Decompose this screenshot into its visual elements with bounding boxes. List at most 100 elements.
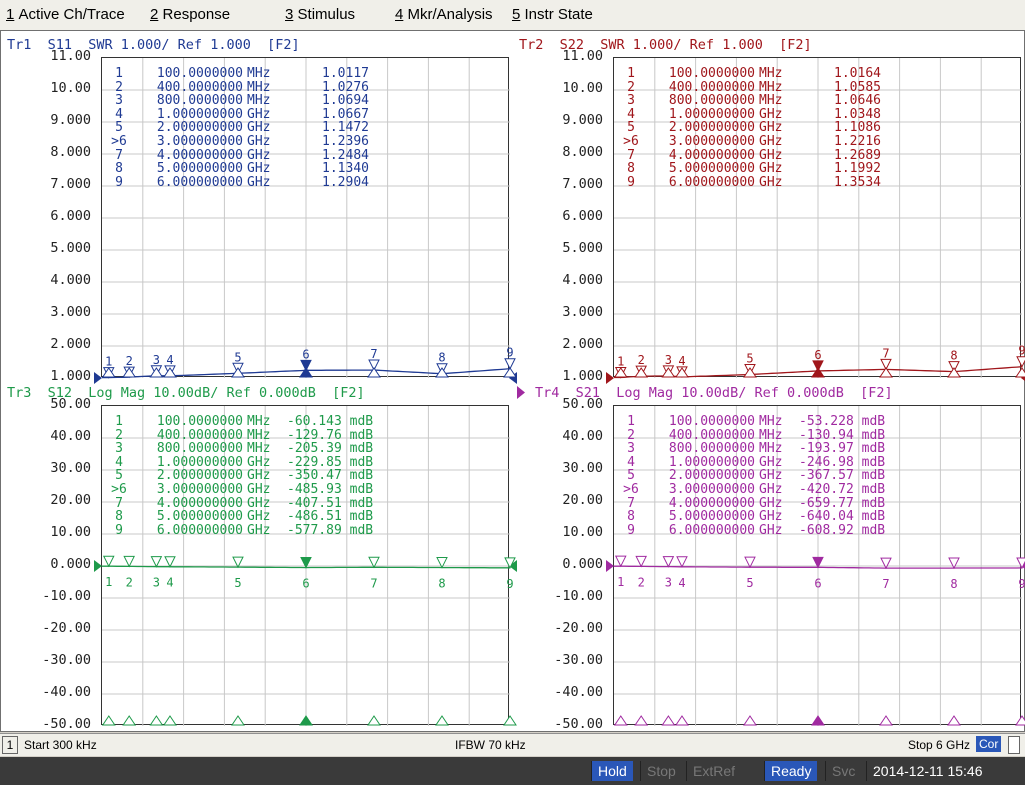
marker-row[interactable]: >6 3.000000000 GHz -485.93 mdB <box>107 481 373 497</box>
marker-unit: GHz <box>247 509 271 525</box>
marker-unit: GHz <box>759 468 783 484</box>
marker-unit: GHz <box>247 495 271 511</box>
marker-row[interactable]: 5 2.000000000 GHz 1.1472 <box>107 121 369 135</box>
marker-row[interactable]: 3 800.0000000 MHz 1.0646 <box>619 94 881 108</box>
menu-instr-state[interactable]: 5 Instr State <box>512 6 593 23</box>
y-tick-label: 1.000 <box>562 368 603 384</box>
tr4-title[interactable]: Tr4 S21 Log Mag 10.00dB/ Ref 0.000dB [F2… <box>535 385 893 401</box>
marker-row[interactable]: 7 4.000000000 GHz -659.77 mdB <box>619 496 885 511</box>
y-tick-label: 30.00 <box>50 460 91 476</box>
marker-row[interactable]: 1 100.0000000 MHz -53.228 mdB <box>619 415 885 429</box>
marker-2-label: 2 <box>638 575 645 589</box>
ifbw[interactable]: IFBW 70 kHz <box>455 738 526 752</box>
stop-frequency[interactable]: Stop 6 GHz <box>908 738 971 752</box>
marker-id: 3 <box>115 441 123 457</box>
marker-row[interactable]: 2 400.0000000 MHz 1.0276 <box>107 79 369 95</box>
y-tick-label: 50.00 <box>562 396 603 412</box>
marker-value: 1.0585 <box>834 79 881 95</box>
marker-row[interactable]: 8 5.000000000 GHz -486.51 mdB <box>107 509 373 525</box>
marker-9-bottom-icon <box>1015 367 1025 378</box>
marker-row[interactable]: 7 4.000000000 GHz -407.51 mdB <box>107 495 373 511</box>
marker-row[interactable]: 7 4.000000000 GHz 1.2689 <box>619 148 881 163</box>
marker-row[interactable]: 2 400.0000000 MHz -129.76 mdB <box>107 428 373 443</box>
marker-freq: 6.000000000 <box>668 522 755 538</box>
marker-row[interactable]: 4 1.000000000 GHz -246.98 mdB <box>619 456 885 470</box>
marker-row[interactable]: 8 5.000000000 GHz 1.1992 <box>619 162 881 176</box>
y-tick-label: 11.00 <box>562 48 603 64</box>
marker-7-bottom-icon <box>367 367 381 378</box>
marker-freq: 100.0000000 <box>156 414 243 429</box>
tr2-marker-table[interactable]: 1 100.0000000 MHz 1.0164 2 400.0000000 MHz 1.05… <box>619 67 881 189</box>
marker-row[interactable]: 9 6.000000000 GHz 1.2904 <box>107 176 369 190</box>
y-tick-label: 4.000 <box>562 272 603 288</box>
channel-number[interactable]: 1 <box>2 736 18 754</box>
tr4-marker-table[interactable]: 1 100.0000000 MHz -53.228 mdB 2 400.0000000 MH… <box>619 415 885 538</box>
menu-mkr-analysis[interactable]: 4 Mkr/Analysis <box>395 6 493 23</box>
marker-row[interactable]: 9 6.000000000 GHz -577.89 mdB <box>107 524 373 538</box>
marker-1-label: 1 <box>617 354 624 368</box>
y-tick-label: 5.000 <box>562 240 603 256</box>
y-tick-label: -40.00 <box>554 684 603 700</box>
marker-id: 3 <box>115 93 123 109</box>
marker-row[interactable]: >6 3.000000000 GHz 1.2216 <box>619 135 881 149</box>
marker-row[interactable]: 9 6.000000000 GHz 1.3534 <box>619 176 881 190</box>
marker-7-icon <box>880 358 892 371</box>
correction-indicator <box>1008 736 1020 754</box>
marker-value: 1.0646 <box>834 93 881 109</box>
marker-freq: 800.0000000 <box>668 93 755 109</box>
marker-row[interactable]: 8 5.000000000 GHz 1.1340 <box>107 162 369 176</box>
marker-2-bottom-icon <box>122 715 137 726</box>
marker-row[interactable]: 2 400.0000000 MHz -130.94 mdB <box>619 428 885 443</box>
marker-unit: GHz <box>759 174 783 190</box>
marker-row[interactable]: 4 1.000000000 GHz -229.85 mdB <box>107 454 374 470</box>
menu-active-ch-trace[interactable]: 1 Active Ch/Trace <box>6 6 125 23</box>
y-tick-label: 7.000 <box>50 176 91 192</box>
marker-row[interactable]: 3 800.0000000 MHz 1.0694 <box>107 94 369 108</box>
menu-stimulus[interactable]: 3 Stimulus <box>285 6 356 23</box>
marker-row[interactable]: 3 800.0000000 MHz -205.39 mdB <box>107 441 373 457</box>
marker-row[interactable]: 5 2.000000000 GHz 1.1086 <box>619 121 881 135</box>
correction-badge[interactable]: Cor <box>976 736 1002 752</box>
marker-unit: MHz <box>247 414 271 429</box>
marker-id: 8 <box>627 509 635 525</box>
status-datetime: 2014-12-11 15:46 <box>866 761 989 781</box>
marker-row[interactable]: 1 100.0000000 MHz -60.143 mdB <box>107 414 373 429</box>
measurement-screen[interactable]: Tr1 S11 SWR 1.000/ Ref 1.000 [F2] 11.00 10… <box>0 30 1025 732</box>
marker-row[interactable]: 1 100.0000000 MHz 1.0164 <box>619 67 881 81</box>
marker-value: -229.85 mdB <box>287 454 374 470</box>
marker-row[interactable]: 1 100.0000000 MHz 1.0117 <box>107 67 369 81</box>
menu-response[interactable]: 2 Response <box>150 6 231 23</box>
marker-row[interactable]: 5 2.000000000 GHz -350.47 mdB <box>107 469 373 483</box>
marker-id: 9 <box>627 174 635 190</box>
tr3-title[interactable]: Tr3 S12 Log Mag 10.00dB/ Ref 0.000dB [F2… <box>7 385 365 401</box>
tr2-title[interactable]: Tr2 S22 SWR 1.000/ Ref 1.000 [F2] <box>519 37 812 53</box>
marker-row[interactable]: >6 3.000000000 GHz 1.2396 <box>107 135 369 149</box>
marker-row[interactable]: 3 800.0000000 MHz -193.97 mdB <box>619 442 885 456</box>
marker-4-bottom-icon <box>675 367 689 378</box>
marker-row[interactable]: 4 1.000000000 GHz 1.0348 <box>619 108 881 122</box>
marker-freq: 6.000000000 <box>668 174 755 190</box>
marker-id: >6 <box>111 481 127 497</box>
marker-row[interactable]: 4 1.000000000 GHz 1.0667 <box>107 108 369 122</box>
marker-row[interactable]: >6 3.000000000 GHz -420.72 mdB <box>619 483 885 497</box>
marker-9-bottom-icon <box>503 715 517 726</box>
marker-row[interactable]: 2 400.0000000 MHz 1.0585 <box>619 79 881 95</box>
marker-id: 2 <box>115 79 123 95</box>
marker-row[interactable]: 5 2.000000000 GHz -367.57 mdB <box>619 468 885 484</box>
marker-id: 5 <box>627 468 635 484</box>
marker-6-bottom-icon <box>299 715 313 726</box>
tr1-title[interactable]: Tr1 S11 SWR 1.000/ Ref 1.000 [F2] <box>7 37 300 53</box>
marker-row[interactable]: 8 5.000000000 GHz -640.04 mdB <box>619 509 885 525</box>
marker-row[interactable]: 7 4.000000000 GHz 1.2484 <box>107 148 369 163</box>
y-tick-label: 6.000 <box>562 208 603 224</box>
marker-row[interactable]: 9 6.000000000 GHz -608.92 mdB <box>619 522 885 538</box>
tr3-marker-table[interactable]: 1 100.0000000 MHz -60.143 mdB 2 400.0000000 MH… <box>107 414 374 538</box>
start-frequency[interactable]: Start 300 kHz <box>24 738 97 752</box>
marker-2-label: 2 <box>638 353 645 367</box>
tr1-marker-table[interactable]: 1 100.0000000 MHz 1.0117 2 400.0000000 MHz 1.02… <box>107 67 369 189</box>
marker-id: >6 <box>623 133 639 149</box>
